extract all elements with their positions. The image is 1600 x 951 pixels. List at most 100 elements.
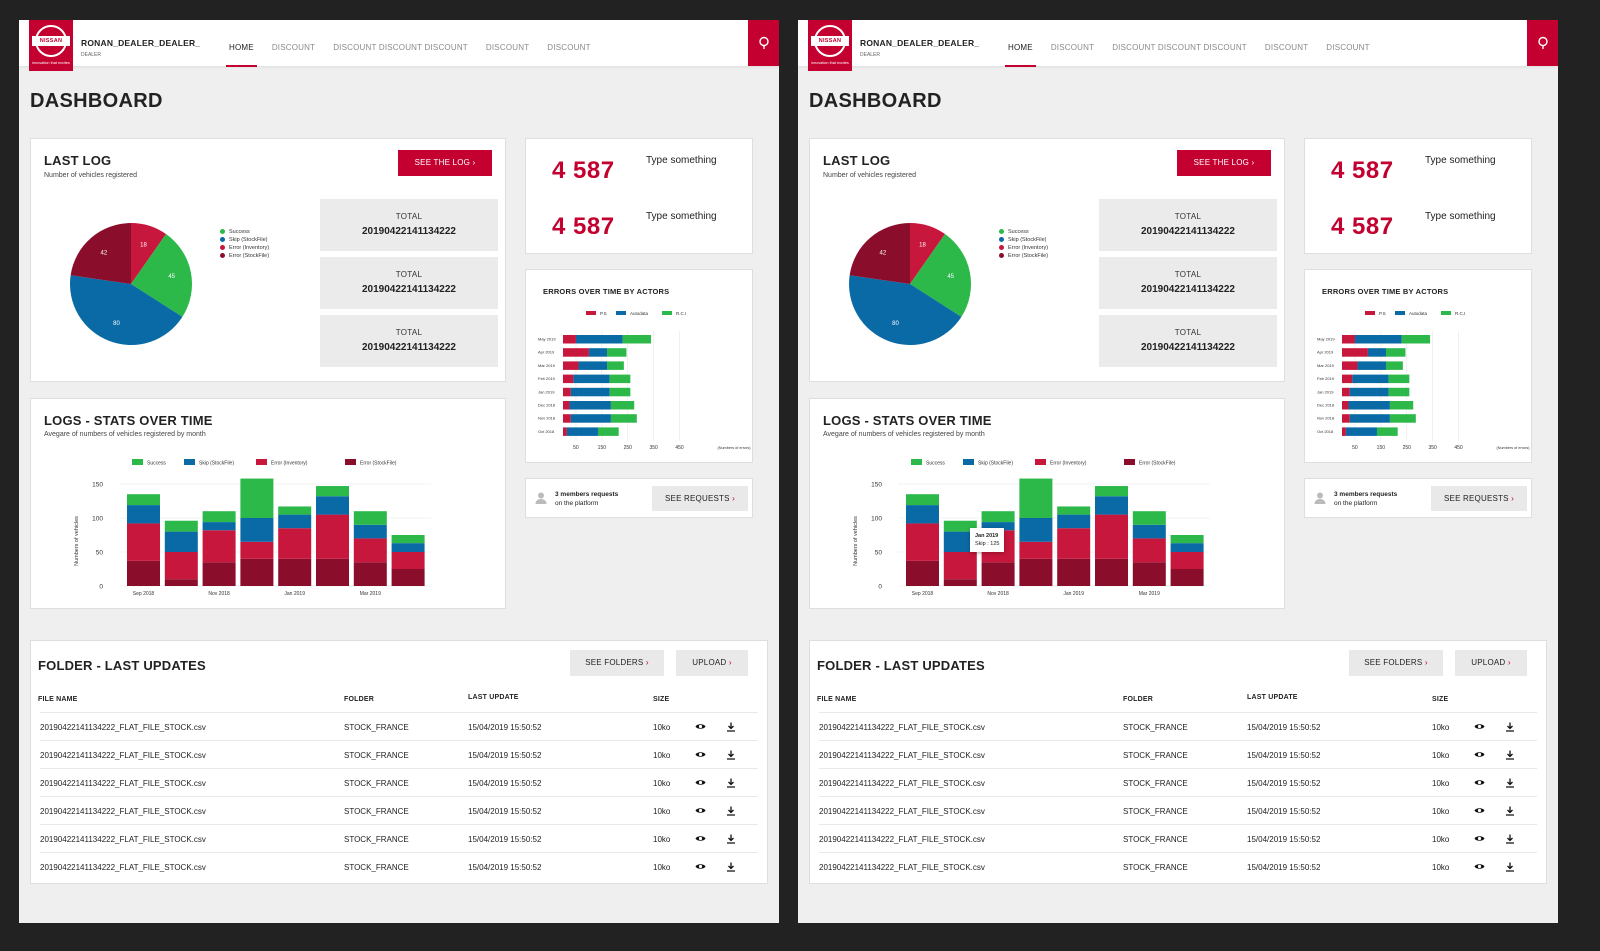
y-tick-label: Nov 2018 [538,416,556,421]
download-icon[interactable] [1505,834,1515,844]
eye-icon[interactable] [695,806,706,815]
upload-button[interactable]: UPLOAD › [1455,650,1527,676]
user-info[interactable]: RONAN_DEALER_DEALER_ DEALER [81,38,200,58]
col-folder[interactable]: FOLDER [344,696,374,703]
bar-segment [1132,562,1166,586]
see-log-button[interactable]: SEE THE LOG › [398,150,492,176]
download-icon[interactable] [726,806,736,816]
eye-icon[interactable] [695,722,706,731]
eye-icon[interactable] [1474,806,1485,815]
file-name[interactable]: 20190422141134222_FLAT_FILE_STOCK.csv [819,835,985,844]
download-icon[interactable] [726,834,736,844]
file-name[interactable]: 20190422141134222_FLAT_FILE_STOCK.csv [819,779,985,788]
see-folders-button[interactable]: SEE FOLDERS › [570,650,664,676]
nav-discount-2[interactable]: DISCOUNT DISCOUNT DISCOUNT [1112,43,1247,52]
bar-segment [164,579,198,586]
bar-segment [1132,524,1166,539]
eye-icon[interactable] [1474,778,1485,787]
download-icon[interactable] [726,750,736,760]
upload-button[interactable]: UPLOAD › [676,650,748,676]
nissan-logo[interactable]: NISSAN innovation that excites [29,20,73,71]
eye-icon[interactable] [695,778,706,787]
bar-segment [1367,348,1387,357]
col-last-update[interactable]: LAST UPDATE [468,694,519,701]
nav-discount-1[interactable]: DISCOUNT [271,43,316,52]
col-folder[interactable]: FOLDER [1123,696,1153,703]
eye-icon[interactable] [695,834,706,843]
see-log-button[interactable]: SEE THE LOG › [1177,150,1271,176]
y-tick-label: Mar 2019 [538,363,556,368]
download-icon[interactable] [1505,778,1515,788]
eye-icon[interactable] [695,750,706,759]
stat-text: Type something [646,155,717,166]
notification-button[interactable] [748,20,779,66]
nav-discount-3[interactable]: DISCOUNT [1264,43,1309,52]
user-role: DEALER [860,52,881,58]
legend-swatch [1035,459,1046,465]
col-last-update[interactable]: LAST UPDATE [1247,694,1298,701]
see-folders-button[interactable]: SEE FOLDERS › [1349,650,1443,676]
user-info[interactable]: RONAN_DEALER_DEALER_ DEALER [860,38,979,58]
x-tick-label: 250 [624,445,633,451]
nav-discount-4[interactable]: DISCOUNT [547,43,591,52]
y-tick-label: Oct 2018 [538,429,555,434]
last-log-subtitle: Number of vehicles registered [44,172,137,179]
legend-label: Error (StockFile) [360,461,397,467]
nav-home[interactable]: HOME [226,20,257,67]
see-requests-button[interactable]: SEE REQUESTS › [1431,486,1527,511]
bar-segment [164,552,198,580]
nav-discount-4[interactable]: DISCOUNT [1326,43,1370,52]
download-icon[interactable] [726,862,736,872]
file-name[interactable]: 20190422141134222_FLAT_FILE_STOCK.csv [819,751,985,760]
nissan-logo[interactable]: NISSAN innovation that excites [808,20,852,71]
col-size[interactable]: SIZE [1432,696,1449,703]
col-file-name[interactable]: FILE NAME [38,696,78,703]
col-file-name[interactable]: FILE NAME [817,696,857,703]
bar-segment [575,335,623,344]
bar-segment [1354,335,1402,344]
chevron-right-icon: › [728,658,732,667]
legend-swatch [963,459,974,465]
total-box: TOTAL 20190422141134222 [320,315,498,367]
nav-discount-3[interactable]: DISCOUNT [485,43,530,52]
file-name[interactable]: 20190422141134222_FLAT_FILE_STOCK.csv [40,835,206,844]
bar-segment [906,523,939,561]
see-requests-button[interactable]: SEE REQUESTS › [652,486,748,511]
eye-icon[interactable] [695,862,706,871]
file-name[interactable]: 20190422141134222_FLAT_FILE_STOCK.csv [819,723,985,732]
col-size[interactable]: SIZE [653,696,670,703]
legend-label: Error (Inventory) [271,461,308,467]
download-icon[interactable] [1505,722,1515,732]
y-axis-label: Numbers of vehicles [853,516,859,566]
legend-label: Error (StockFile) [1139,461,1176,467]
file-name[interactable]: 20190422141134222_FLAT_FILE_STOCK.csv [40,863,206,872]
download-icon[interactable] [1505,750,1515,760]
file-name[interactable]: 20190422141134222_FLAT_FILE_STOCK.csv [819,863,985,872]
eye-icon[interactable] [1474,862,1485,871]
y-tick-label: 150 [92,482,103,489]
page-title: DASHBOARD [30,90,163,112]
y-tick-label: Nov 2018 [1317,416,1335,421]
chevron-right-icon: › [1507,658,1511,667]
download-icon[interactable] [726,722,736,732]
download-icon[interactable] [1505,806,1515,816]
file-name[interactable]: 20190422141134222_FLAT_FILE_STOCK.csv [40,723,206,732]
nav-home[interactable]: HOME [1005,20,1036,67]
nav-discount-1[interactable]: DISCOUNT [1050,43,1095,52]
notification-button[interactable] [1527,20,1558,66]
user-name: RONAN_DEALER_DEALER_ [81,38,201,48]
nav-discount-2[interactable]: DISCOUNT DISCOUNT DISCOUNT [333,43,468,52]
file-name[interactable]: 20190422141134222_FLAT_FILE_STOCK.csv [40,807,206,816]
file-name[interactable]: 20190422141134222_FLAT_FILE_STOCK.csv [40,751,206,760]
download-icon[interactable] [726,778,736,788]
download-icon[interactable] [1505,862,1515,872]
bar-segment [1342,374,1353,384]
file-name[interactable]: 20190422141134222_FLAT_FILE_STOCK.csv [819,807,985,816]
eye-icon[interactable] [1474,750,1485,759]
eye-icon[interactable] [1474,834,1485,843]
bar-segment [1386,361,1403,370]
legend-error-inventory: Error (Inventory) [220,244,269,252]
eye-icon[interactable] [1474,722,1485,731]
y-tick-label: 100 [871,516,882,523]
file-name[interactable]: 20190422141134222_FLAT_FILE_STOCK.csv [40,779,206,788]
